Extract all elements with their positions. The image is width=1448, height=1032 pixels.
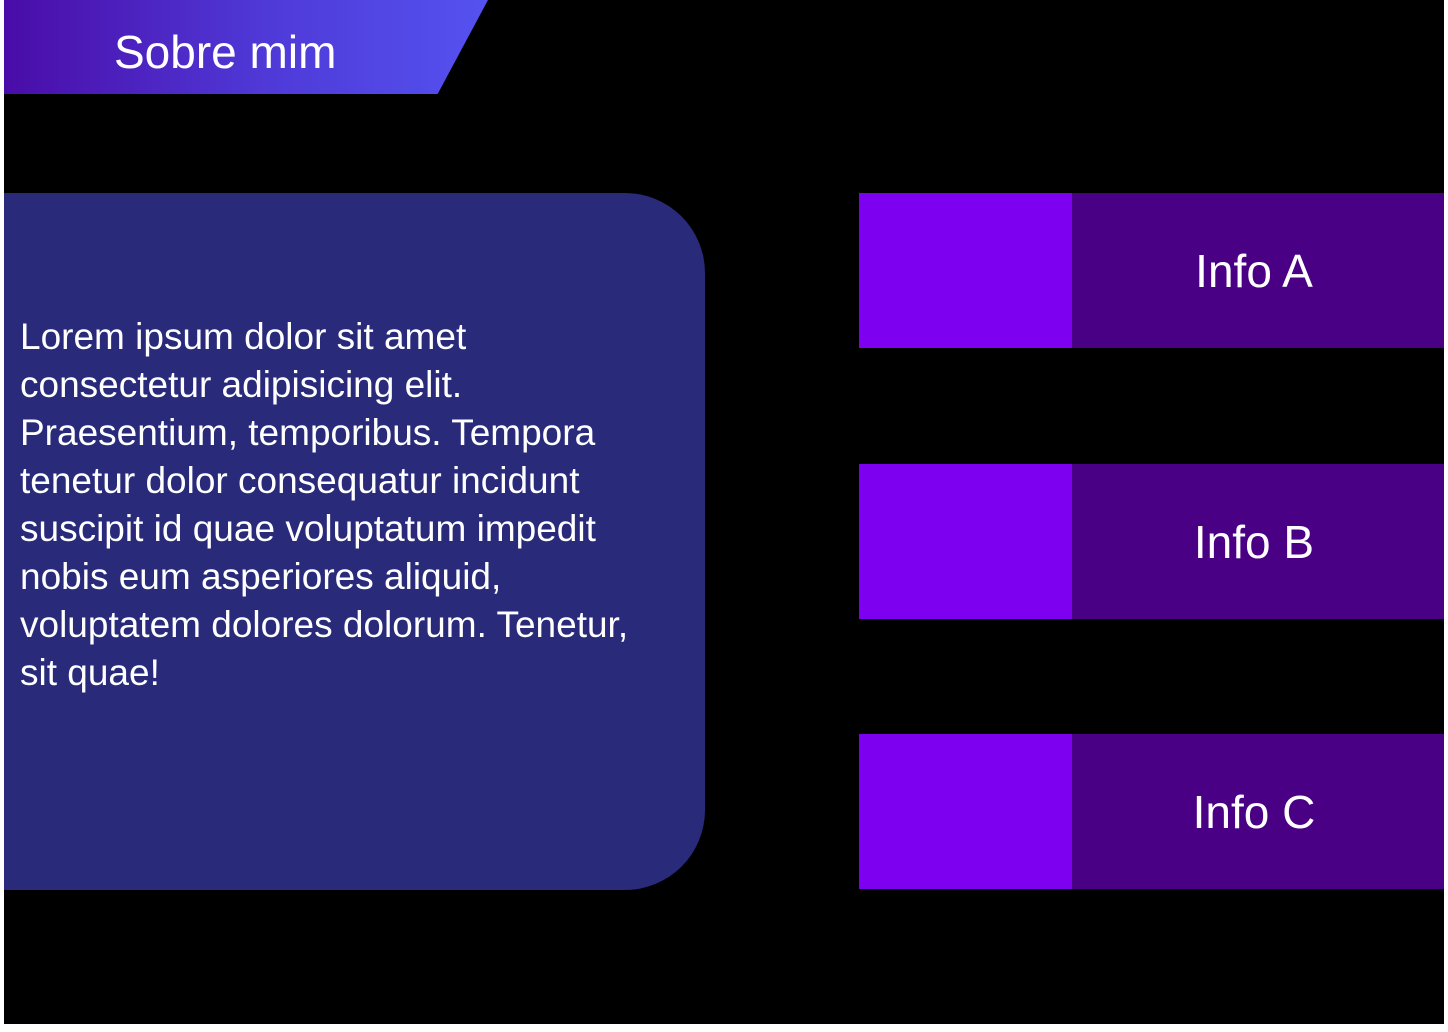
- info-b-label-area: Info B: [1072, 464, 1444, 619]
- info-a-label: Info A: [1195, 244, 1313, 297]
- info-card-a[interactable]: Info A: [859, 193, 1444, 348]
- info-card-b[interactable]: Info B: [859, 464, 1444, 619]
- about-card: Lorem ipsum dolor sit amet consectetur a…: [4, 193, 705, 890]
- info-a-swatch: [859, 193, 1072, 348]
- header-tab: [4, 0, 488, 94]
- info-c-swatch: [859, 734, 1072, 889]
- info-c-label: Info C: [1192, 785, 1316, 838]
- page-title: Sobre mim: [114, 26, 337, 78]
- info-b-swatch: [859, 464, 1072, 619]
- about-text: Lorem ipsum dolor sit amet consectetur a…: [20, 316, 629, 693]
- info-c-label-area: Info C: [1072, 734, 1444, 889]
- info-a-label-area: Info A: [1072, 193, 1444, 348]
- page: Sobre mim Lorem ipsum dolor sit amet con…: [4, 0, 1444, 1024]
- info-card-c[interactable]: Info C: [859, 734, 1444, 889]
- info-b-label: Info B: [1193, 515, 1315, 568]
